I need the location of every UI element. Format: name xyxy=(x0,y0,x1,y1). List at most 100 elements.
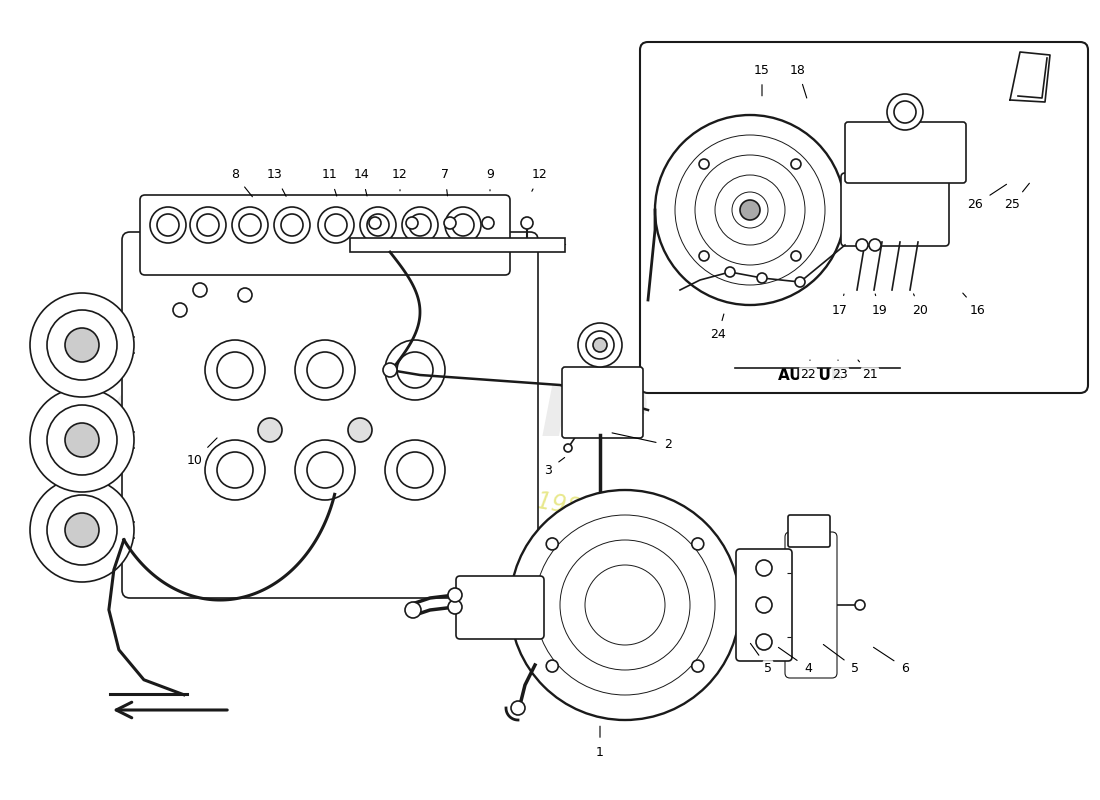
Circle shape xyxy=(894,101,916,123)
Circle shape xyxy=(205,340,265,400)
FancyBboxPatch shape xyxy=(842,173,949,246)
Text: 2: 2 xyxy=(612,433,672,451)
Circle shape xyxy=(448,588,462,602)
Circle shape xyxy=(757,273,767,283)
Circle shape xyxy=(30,293,134,397)
Text: 14: 14 xyxy=(354,169,370,196)
Text: 21: 21 xyxy=(858,360,878,382)
Circle shape xyxy=(547,538,558,550)
FancyBboxPatch shape xyxy=(140,195,510,275)
Circle shape xyxy=(446,207,481,243)
Text: 5: 5 xyxy=(823,645,859,674)
Text: 23: 23 xyxy=(832,360,848,382)
Circle shape xyxy=(585,565,666,645)
Circle shape xyxy=(402,207,438,243)
Text: 18: 18 xyxy=(790,63,806,98)
Circle shape xyxy=(65,423,99,457)
Circle shape xyxy=(385,340,446,400)
FancyBboxPatch shape xyxy=(845,122,966,183)
Text: 11: 11 xyxy=(322,169,338,196)
Circle shape xyxy=(157,214,179,236)
Circle shape xyxy=(732,192,768,228)
Text: 15: 15 xyxy=(755,63,770,96)
Circle shape xyxy=(190,207,226,243)
Circle shape xyxy=(855,600,865,610)
Circle shape xyxy=(324,214,346,236)
Circle shape xyxy=(47,495,117,565)
Text: 24: 24 xyxy=(711,314,726,342)
Circle shape xyxy=(30,388,134,492)
Circle shape xyxy=(791,159,801,169)
Text: 9: 9 xyxy=(486,169,494,191)
Circle shape xyxy=(258,418,282,442)
Circle shape xyxy=(698,159,710,169)
Circle shape xyxy=(654,115,845,305)
Circle shape xyxy=(205,440,265,500)
Circle shape xyxy=(406,217,418,229)
Text: 19: 19 xyxy=(872,294,888,317)
Circle shape xyxy=(295,340,355,400)
Text: 5: 5 xyxy=(750,643,772,674)
Circle shape xyxy=(715,175,785,245)
Circle shape xyxy=(239,214,261,236)
Circle shape xyxy=(578,323,621,367)
Text: eurospare: eurospare xyxy=(109,364,650,456)
Circle shape xyxy=(173,303,187,317)
Circle shape xyxy=(869,239,881,251)
Circle shape xyxy=(452,214,474,236)
Circle shape xyxy=(547,660,558,672)
Circle shape xyxy=(360,207,396,243)
Circle shape xyxy=(409,214,431,236)
Circle shape xyxy=(695,155,805,265)
Circle shape xyxy=(586,331,614,359)
FancyBboxPatch shape xyxy=(788,515,831,547)
Circle shape xyxy=(274,207,310,243)
Text: 25: 25 xyxy=(1004,183,1030,211)
Circle shape xyxy=(521,217,534,229)
FancyBboxPatch shape xyxy=(640,42,1088,393)
FancyBboxPatch shape xyxy=(562,367,644,438)
Circle shape xyxy=(217,352,253,388)
Circle shape xyxy=(692,538,704,550)
Circle shape xyxy=(482,217,494,229)
Text: 7: 7 xyxy=(441,169,449,196)
Text: 26: 26 xyxy=(967,184,1006,211)
Circle shape xyxy=(397,352,433,388)
Circle shape xyxy=(30,478,134,582)
Circle shape xyxy=(150,207,186,243)
Circle shape xyxy=(692,660,704,672)
Circle shape xyxy=(560,540,690,670)
Text: 10: 10 xyxy=(187,438,217,466)
Circle shape xyxy=(725,267,735,277)
Circle shape xyxy=(318,207,354,243)
Circle shape xyxy=(791,251,801,261)
FancyBboxPatch shape xyxy=(785,532,837,678)
Circle shape xyxy=(444,217,456,229)
Text: 13: 13 xyxy=(267,169,286,196)
Circle shape xyxy=(698,251,710,261)
Circle shape xyxy=(448,600,462,614)
Circle shape xyxy=(280,214,302,236)
Circle shape xyxy=(295,440,355,500)
Text: 12: 12 xyxy=(392,169,408,191)
Circle shape xyxy=(397,452,433,488)
Circle shape xyxy=(856,239,868,251)
Circle shape xyxy=(197,214,219,236)
Text: a passion for parts since 1983: a passion for parts since 1983 xyxy=(242,437,597,523)
Circle shape xyxy=(385,440,446,500)
Text: 22: 22 xyxy=(800,360,816,382)
Bar xyxy=(350,238,565,252)
Text: 3: 3 xyxy=(544,458,564,477)
Text: 12: 12 xyxy=(532,169,548,191)
Circle shape xyxy=(367,214,389,236)
Text: 20: 20 xyxy=(912,294,928,317)
Circle shape xyxy=(65,328,99,362)
Circle shape xyxy=(535,515,715,695)
Circle shape xyxy=(510,490,740,720)
Circle shape xyxy=(756,634,772,650)
Circle shape xyxy=(348,418,372,442)
Circle shape xyxy=(368,217,381,229)
Circle shape xyxy=(232,207,268,243)
FancyBboxPatch shape xyxy=(736,549,792,661)
Circle shape xyxy=(756,597,772,613)
